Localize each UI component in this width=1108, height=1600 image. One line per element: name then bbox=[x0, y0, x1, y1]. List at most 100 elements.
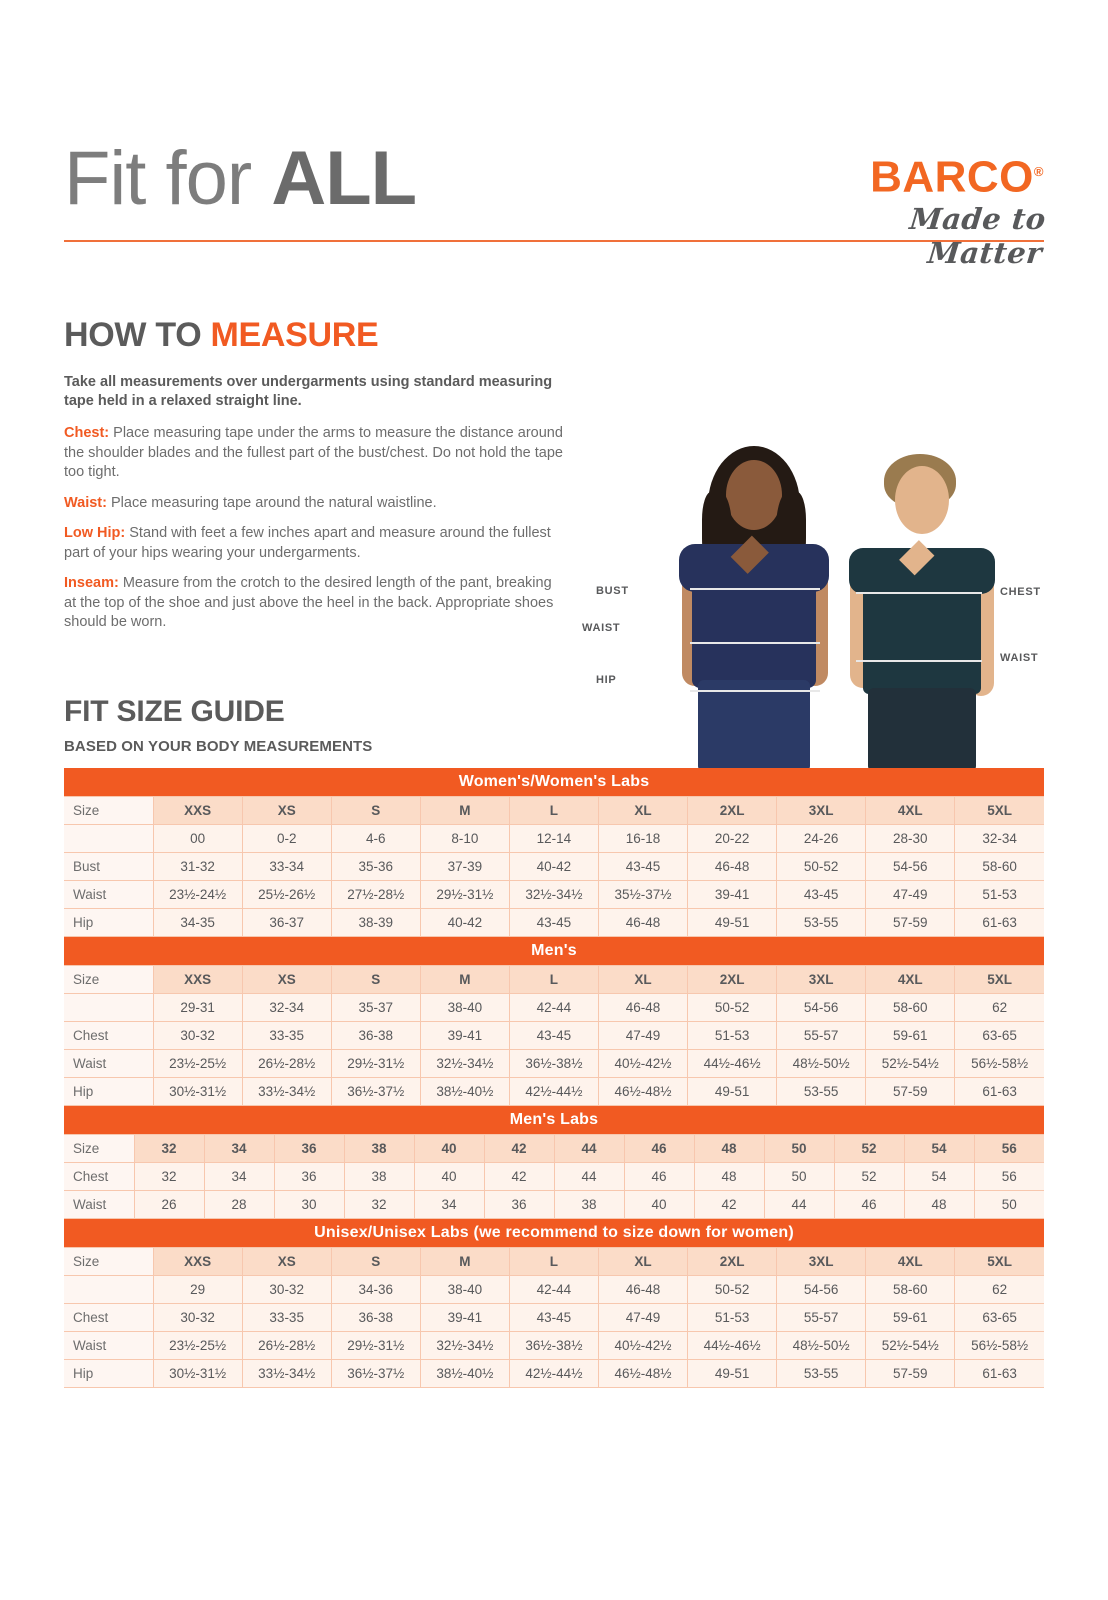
measurement-cell: 32 bbox=[343, 1190, 415, 1219]
table-band: Unisex/Unisex Labs (we recommend to size… bbox=[64, 1219, 1044, 1248]
measurement-cell: 25½-26½ bbox=[241, 880, 332, 909]
size-header-cell: 3XL bbox=[776, 1247, 867, 1276]
measurement-cell: 29½-31½ bbox=[330, 1049, 421, 1078]
waist-measure-line bbox=[856, 660, 982, 662]
measure-item-label: Low Hip: bbox=[64, 525, 126, 541]
size-header-cell: 34 bbox=[203, 1134, 275, 1163]
measurement-cell: 34-36 bbox=[330, 1275, 421, 1304]
table-row: Waist 23½-25½ 26½-28½ 29½-31½ 32½-34½ 36½-38½… bbox=[64, 1049, 1044, 1078]
measurement-cell: 34 bbox=[413, 1190, 485, 1219]
size-header-cell: XL bbox=[597, 1247, 689, 1276]
measurement-cell: 49-51 bbox=[687, 1359, 778, 1388]
measurement-cell: 36½-37½ bbox=[330, 1077, 421, 1106]
measurement-cell: 40 bbox=[623, 1190, 695, 1219]
measure-item-label: Chest: bbox=[64, 425, 110, 441]
measurement-cell: 37-39 bbox=[419, 852, 510, 881]
measurement-cell: 56 bbox=[973, 1162, 1044, 1191]
size-row-label: Size bbox=[64, 1134, 135, 1163]
measurement-cell: 50 bbox=[763, 1162, 835, 1191]
size-header-cell: XXS bbox=[152, 796, 243, 825]
table-row: Chest 30-32 33-35 36-38 39-41 43-45 47-49 51-53… bbox=[64, 1303, 1044, 1332]
size-header-cell: 4XL bbox=[865, 965, 956, 994]
table-size-header-row: Size XXS XS S M L XL 2XL 3XL 4XL 5XL bbox=[64, 1247, 1044, 1276]
measurement-cell: 26 bbox=[133, 1190, 205, 1219]
measurement-cell: 53-55 bbox=[776, 1077, 867, 1106]
measurement-cell: 47-49 bbox=[865, 880, 956, 909]
row-label: Hip bbox=[64, 908, 154, 937]
measurement-cell: 42½-44½ bbox=[508, 1077, 599, 1106]
page-title-light: Fit for bbox=[64, 136, 272, 221]
measurement-cell: 62 bbox=[954, 993, 1044, 1022]
measurement-cell: 36 bbox=[273, 1162, 345, 1191]
chest-measure-line bbox=[856, 592, 982, 594]
size-header-cell: XS bbox=[241, 796, 332, 825]
measurement-cell: 31-32 bbox=[152, 852, 243, 881]
measurement-cell: 36-37 bbox=[241, 908, 332, 937]
measurement-cell: 55-57 bbox=[776, 1021, 867, 1050]
measure-item-label: Waist: bbox=[64, 494, 107, 511]
size-header-cell: 2XL bbox=[687, 965, 778, 994]
measurement-cell: 40½-42½ bbox=[597, 1331, 689, 1360]
page-title-bold: ALL bbox=[271, 136, 417, 221]
row-label: Waist bbox=[64, 1190, 135, 1219]
female-head bbox=[726, 460, 782, 530]
measurement-cell: 42-44 bbox=[508, 1275, 599, 1304]
measurement-cell: 34-35 bbox=[152, 908, 243, 937]
row-label: Chest bbox=[64, 1303, 154, 1332]
waist-measure-line bbox=[690, 642, 820, 644]
measurement-cell: 26½-28½ bbox=[241, 1331, 332, 1360]
barco-logo: BARCO® Made to Matter bbox=[814, 150, 1047, 270]
row-label: Waist bbox=[64, 1331, 154, 1360]
measurement-cell: 32½-34½ bbox=[419, 1331, 510, 1360]
measurement-cell: 40-42 bbox=[508, 852, 599, 881]
fit-size-guide-subheading: BASED ON YOUR BODY MEASUREMENTS bbox=[64, 738, 373, 755]
measurement-cell: 56½-58½ bbox=[954, 1049, 1044, 1078]
size-header-cell: 32 bbox=[133, 1134, 205, 1163]
measurement-cell: 40-42 bbox=[419, 908, 510, 937]
measurement-cell: 0-2 bbox=[241, 824, 332, 853]
measurement-cell: 32 bbox=[133, 1162, 205, 1191]
label-waist-left: WAIST bbox=[582, 622, 621, 634]
measurement-cell: 24-26 bbox=[776, 824, 867, 853]
size-row-label: Size bbox=[64, 965, 154, 994]
measurement-cell: 57-59 bbox=[865, 908, 956, 937]
table-row: Hip 34-35 36-37 38-39 40-42 43-45 46-48 49-51 53… bbox=[64, 908, 1044, 937]
size-header-cell: L bbox=[508, 1247, 599, 1276]
measurement-cell: 38½-40½ bbox=[419, 1359, 510, 1388]
measurement-cell: 48½-50½ bbox=[776, 1331, 867, 1360]
measurement-cell: 42 bbox=[483, 1162, 555, 1191]
size-header-cell: 3XL bbox=[776, 796, 867, 825]
heading-accent: MEASURE bbox=[210, 316, 379, 354]
measurement-cell: 12-14 bbox=[508, 824, 599, 853]
measurement-cell: 47-49 bbox=[597, 1021, 689, 1050]
measurement-cell: 54 bbox=[903, 1162, 975, 1191]
label-hip: HIP bbox=[596, 674, 617, 686]
measurement-cell: 61-63 bbox=[954, 908, 1044, 937]
measurement-cell: 40½-42½ bbox=[597, 1049, 689, 1078]
row-label bbox=[64, 993, 154, 1022]
size-header-cell: XL bbox=[597, 796, 689, 825]
row-label: Hip bbox=[64, 1077, 154, 1106]
table-row: Chest 30-32 33-35 36-38 39-41 43-45 47-49 51-53… bbox=[64, 1021, 1044, 1050]
female-model-figure bbox=[662, 440, 846, 772]
size-table: Men's Size XXS XS S M L XL 2XL 3XL 4XL 5XL 29-31 32-3… bbox=[64, 937, 1044, 1106]
measurement-cell: 23½-24½ bbox=[152, 880, 243, 909]
measurement-cell: 30½-31½ bbox=[152, 1077, 243, 1106]
measurement-cell: 62 bbox=[954, 1275, 1044, 1304]
table-row: Bust 31-32 33-34 35-36 37-39 40-42 43-45 46-48 5… bbox=[64, 852, 1044, 881]
size-table: Women's/Women's Labs Size XXS XS S M L XL 2XL 3XL… bbox=[64, 768, 1044, 937]
size-header-cell: 5XL bbox=[954, 796, 1044, 825]
size-table: Unisex/Unisex Labs (we recommend to size… bbox=[64, 1219, 1044, 1388]
measurement-cell: 36-38 bbox=[330, 1021, 421, 1050]
label-waist-right: WAIST bbox=[1000, 652, 1039, 664]
measurement-cell: 38-39 bbox=[330, 908, 421, 937]
measurement-cell: 29-31 bbox=[152, 993, 243, 1022]
table-band: Men's Labs bbox=[64, 1106, 1044, 1135]
measurement-cell: 26½-28½ bbox=[241, 1049, 332, 1078]
how-to-measure-section: HOW TO MEASURE Take all measurements ove… bbox=[64, 316, 564, 644]
measurement-cell: 61-63 bbox=[954, 1077, 1044, 1106]
measurement-cell: 46-48 bbox=[597, 1275, 689, 1304]
size-header-cell: 38 bbox=[343, 1134, 415, 1163]
table-row: 29 30-32 34-36 38-40 42-44 46-48 50-52 54-56 58-… bbox=[64, 1275, 1044, 1304]
measurement-cell: 50 bbox=[973, 1190, 1044, 1219]
